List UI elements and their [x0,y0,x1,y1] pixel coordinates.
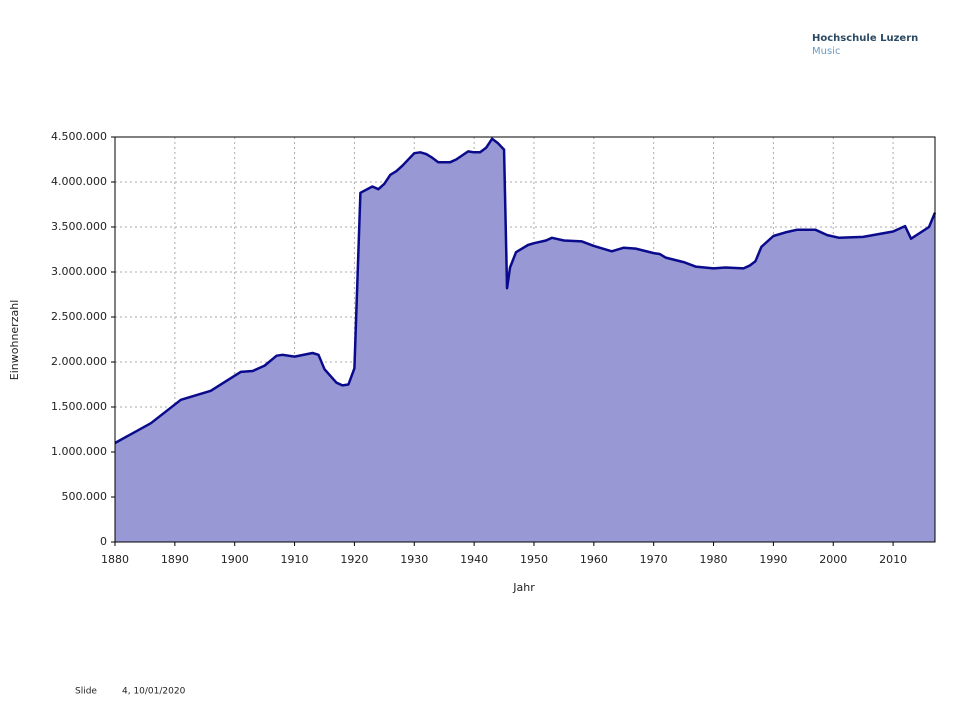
y-tick-label: 1.500.000 [51,400,107,413]
department: Music [812,46,840,57]
y-axis-label: Einwohnerzahl [8,300,21,380]
footer-info: 4, 10/01/2020 [122,687,186,697]
x-tick-label: 1980 [700,553,728,566]
x-tick-label: 1970 [640,553,668,566]
institution: Hochschule Luzern [812,33,918,44]
y-tick-label: 2.500.000 [51,310,107,323]
x-tick-label: 1960 [580,553,608,566]
y-tick-label: 500.000 [62,490,108,503]
area-fill [115,138,935,543]
y-tick-label: 4.000.000 [51,175,107,188]
footer-label: Slide [75,687,97,697]
x-tick-label: 1890 [161,553,189,566]
x-tick-label: 1910 [281,553,309,566]
plot-frame [114,136,936,543]
x-tick-label: 2000 [819,553,847,566]
y-tick-label: 3.000.000 [51,265,107,278]
x-tick-label: 1920 [340,553,368,566]
x-tick-label: 1940 [460,553,488,566]
x-tick-label: 1930 [400,553,428,566]
x-axis-label: Jahr [512,581,535,594]
area-line [114,137,937,445]
x-tick-label: 2010 [879,553,907,566]
y-tick-label: 0 [100,535,107,548]
y-tick-label: 1.000.000 [51,445,107,458]
x-tick-label: 1880 [101,553,129,566]
x-tick-label: 1900 [221,553,249,566]
y-tick-label: 4.500.000 [51,130,107,143]
x-tick-label: 1990 [759,553,787,566]
y-tick-label: 2.000.000 [51,355,107,368]
x-tick-label: 1950 [520,553,548,566]
y-tick-label: 3.500.000 [51,220,107,233]
